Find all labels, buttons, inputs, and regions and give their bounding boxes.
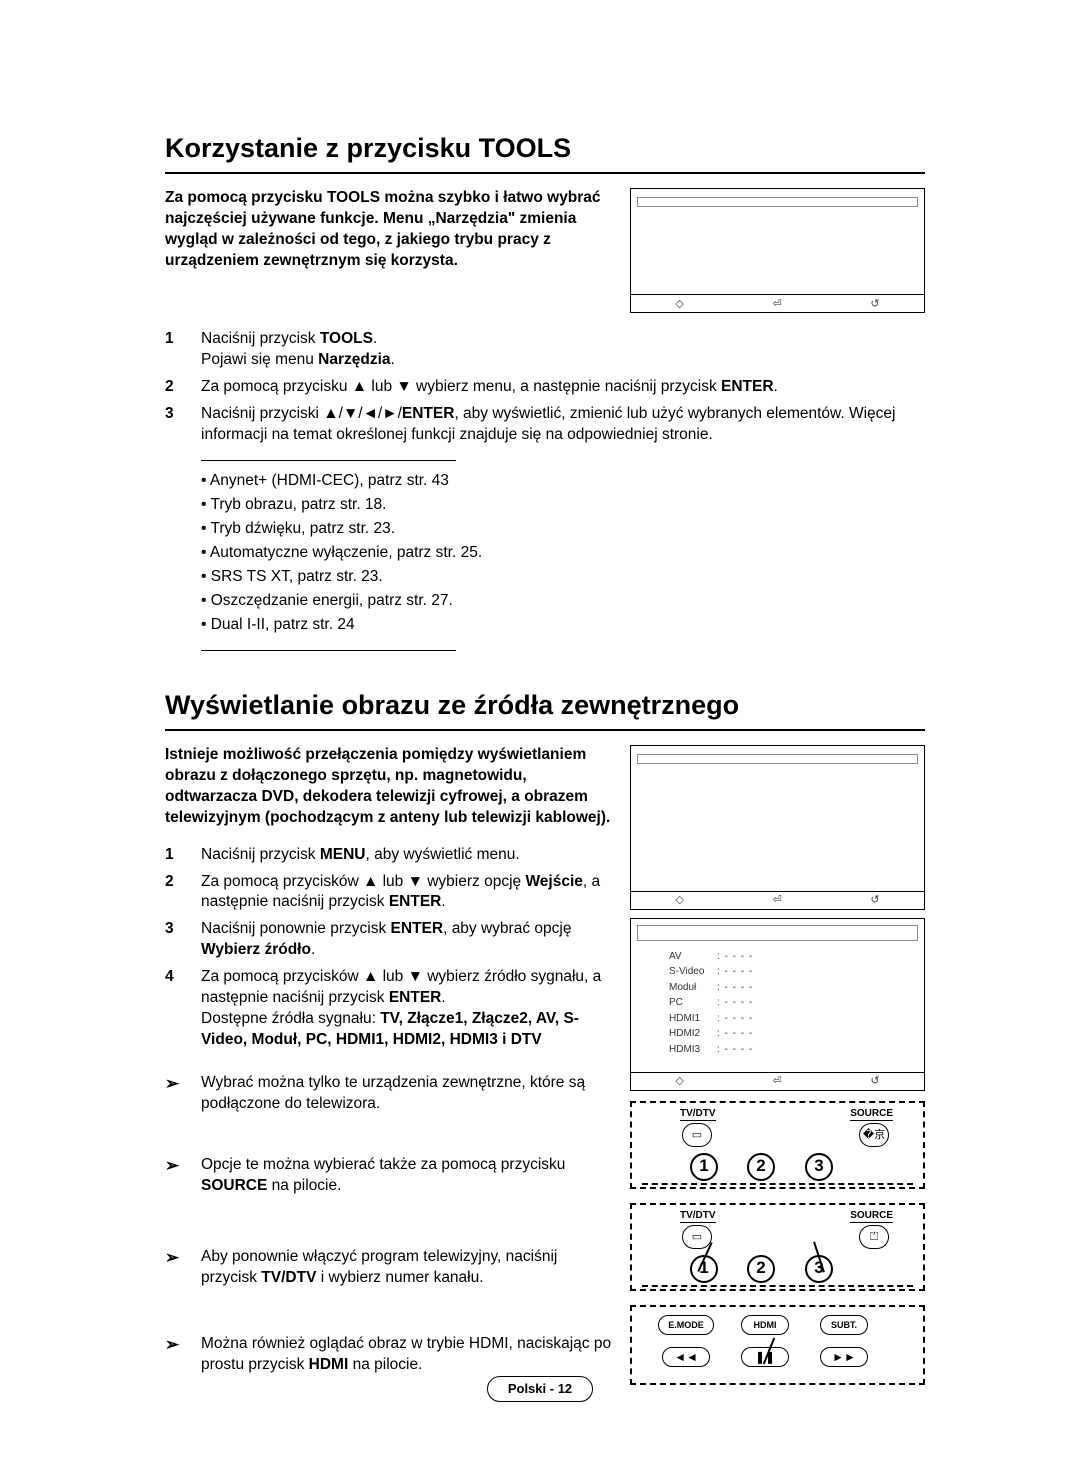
source-item: HDMI1 [669, 1011, 717, 1027]
remote-label-source: SOURCE [850, 1107, 893, 1122]
remote-tvdtv-button: ▭ [682, 1123, 712, 1147]
note-body: Aby ponownie włączyć program telewizyjny… [201, 1247, 612, 1289]
enter-icon: ⏎ [773, 893, 782, 908]
section2-title: Wyświetlanie obrazu ze źródła zewnętrzne… [165, 687, 925, 731]
tools-menu-diagram: ◇ ⏎ ↺ [630, 188, 925, 313]
remote-num-3: 3 [805, 1153, 833, 1181]
section1-steps: 1 Naciśnij przycisk TOOLS. Pojawi się me… [165, 329, 925, 446]
step-body: Za pomocą przycisków ▲ lub ▼ wybierz opc… [201, 872, 612, 914]
note-body: Można również oglądać obraz w trybie HDM… [201, 1334, 612, 1376]
note: Aby ponownie włączyć program telewizyjny… [165, 1247, 612, 1289]
note-arrow-icon [165, 1334, 201, 1376]
enter-icon: ⏎ [773, 1074, 782, 1089]
step: 2 Za pomocą przycisków ▲ lub ▼ wybierz o… [165, 872, 612, 914]
source-item: Moduł [669, 980, 717, 996]
note-arrow-icon [165, 1073, 201, 1115]
page-footer: Polski - 12 [0, 1376, 1080, 1402]
remote-num-2: 2 [747, 1255, 775, 1283]
remote-source-button: ⏍ [859, 1225, 889, 1249]
remote-num-2: 2 [747, 1153, 775, 1181]
section1-intro: Za pomocą przycisku TOOLS można szybko i… [165, 188, 612, 313]
source-item: S-Video [669, 964, 717, 980]
step-body: Za pomocą przycisku ▲ lub ▼ wybierz menu… [201, 377, 925, 398]
step-num: 3 [165, 919, 201, 961]
note: Można również oglądać obraz w trybie HDM… [165, 1334, 612, 1376]
enter-icon: ⏎ [773, 297, 782, 312]
remote-num-3: 3 [805, 1255, 833, 1283]
bullet-item: Tryb obrazu, patrz str. 18. [201, 495, 925, 516]
remote-label-source: SOURCE [850, 1209, 893, 1224]
move-icon: ◇ [675, 297, 683, 312]
remote-num-1: 1 [690, 1255, 718, 1283]
bullet-item: Oszczędzanie energii, patrz str. 27. [201, 591, 925, 612]
step: 3 Naciśnij ponownie przycisk ENTER, aby … [165, 919, 612, 961]
note-arrow-icon [165, 1247, 201, 1289]
divider [201, 650, 456, 651]
remote-source-button: �京 [859, 1123, 889, 1147]
return-icon: ↺ [870, 1074, 879, 1089]
source-item: HDMI2 [669, 1026, 717, 1042]
section1-row: Za pomocą przycisku TOOLS można szybko i… [165, 188, 925, 313]
remote-forward-button: ►► [820, 1347, 868, 1367]
section1-title: Korzystanie z przycisku TOOLS [165, 130, 925, 174]
step-num: 3 [165, 404, 201, 446]
divider [201, 460, 456, 461]
source-list-diagram: AV S-Video Moduł PC HDMI1 HDMI2 HDMI3 ◇ … [630, 918, 925, 1091]
step-body: Naciśnij przyciski ▲/▼/◄/►/ENTER, aby wy… [201, 404, 925, 446]
step-num: 2 [165, 377, 201, 398]
return-icon: ↺ [870, 893, 879, 908]
remote-label-tvdtv: TV/DTV [680, 1107, 716, 1122]
remote-strip-tvdtv: TV/DTV SOURCE ▭ ⏍ 1 2 3 [630, 1203, 925, 1291]
section2-right: ◇ ⏎ ↺ AV S-Video Moduł PC HDMI1 HDMI2 HD… [630, 745, 925, 1385]
remote-hdmi-button: HDMI [741, 1315, 789, 1335]
page-badge: Polski - 12 [487, 1376, 593, 1402]
step: 4 Za pomocą przycisków ▲ lub ▼ wybierz ź… [165, 967, 612, 1051]
step-num: 4 [165, 967, 201, 1051]
section2-left: Istnieje możliwość przełączenia pomiędzy… [165, 745, 612, 1376]
step: 1 Naciśnij przycisk TOOLS. Pojawi się me… [165, 329, 925, 371]
remote-pause-button: ❚❚ [741, 1347, 789, 1367]
step-body: Naciśnij ponownie przycisk ENTER, aby wy… [201, 919, 612, 961]
remote-num-1: 1 [690, 1153, 718, 1181]
remote-label-tvdtv: TV/DTV [680, 1209, 716, 1224]
step-body: Za pomocą przycisków ▲ lub ▼ wybierz źró… [201, 967, 612, 1051]
source-list: AV S-Video Moduł PC HDMI1 HDMI2 HDMI3 [669, 949, 904, 1058]
bullet-item: Tryb dźwięku, patrz str. 23. [201, 519, 925, 540]
step-body: Naciśnij przycisk MENU, aby wyświetlić m… [201, 845, 612, 866]
note: Opcje te można wybierać także za pomocą … [165, 1155, 612, 1197]
remote-strip-source: TV/DTV SOURCE ▭ �京 1 2 3 [630, 1101, 925, 1189]
step-num: 1 [165, 845, 201, 866]
source-item: AV [669, 949, 717, 965]
remote-emode-button: E.MODE [658, 1315, 714, 1335]
note: Wybrać można tylko te urządzenia zewnętr… [165, 1073, 612, 1115]
source-item: HDMI3 [669, 1042, 717, 1058]
input-menu-diagram: ◇ ⏎ ↺ [630, 745, 925, 910]
step: 1 Naciśnij przycisk MENU, aby wyświetlić… [165, 845, 612, 866]
bullet-item: Anynet+ (HDMI-CEC), patrz str. 43 [201, 471, 925, 492]
remote-rewind-button: ◄◄ [662, 1347, 710, 1367]
bullet-item: SRS TS XT, patrz str. 23. [201, 567, 925, 588]
section2-steps: 1 Naciśnij przycisk MENU, aby wyświetlić… [165, 845, 612, 1051]
note-arrow-icon [165, 1155, 201, 1197]
bullet-item: Automatyczne wyłączenie, patrz str. 25. [201, 543, 925, 564]
bullet-item: Dual I-II, patrz str. 24 [201, 615, 925, 636]
step-body: Naciśnij przycisk TOOLS. Pojawi się menu… [201, 329, 925, 371]
remote-tvdtv-button: ▭ [682, 1225, 712, 1249]
step: 3 Naciśnij przyciski ▲/▼/◄/►/ENTER, aby … [165, 404, 925, 446]
note-body: Wybrać można tylko te urządzenia zewnętr… [201, 1073, 612, 1115]
section1-bullets: Anynet+ (HDMI-CEC), patrz str. 43 Tryb o… [201, 471, 925, 635]
move-icon: ◇ [675, 1074, 683, 1089]
move-icon: ◇ [675, 893, 683, 908]
section2-row: Istnieje możliwość przełączenia pomiędzy… [165, 745, 925, 1385]
remote-subt-button: SUBT. [820, 1315, 868, 1335]
source-item: PC [669, 995, 717, 1011]
step: 2 Za pomocą przycisku ▲ lub ▼ wybierz me… [165, 377, 925, 398]
step-num: 1 [165, 329, 201, 371]
remote-strip-hdmi: E.MODE HDMI SUBT. ◄◄ ❚❚ ►► [630, 1305, 925, 1385]
return-icon: ↺ [870, 297, 879, 312]
section2-intro: Istnieje możliwość przełączenia pomiędzy… [165, 745, 612, 829]
step-num: 2 [165, 872, 201, 914]
note-body: Opcje te można wybierać także za pomocą … [201, 1155, 612, 1197]
